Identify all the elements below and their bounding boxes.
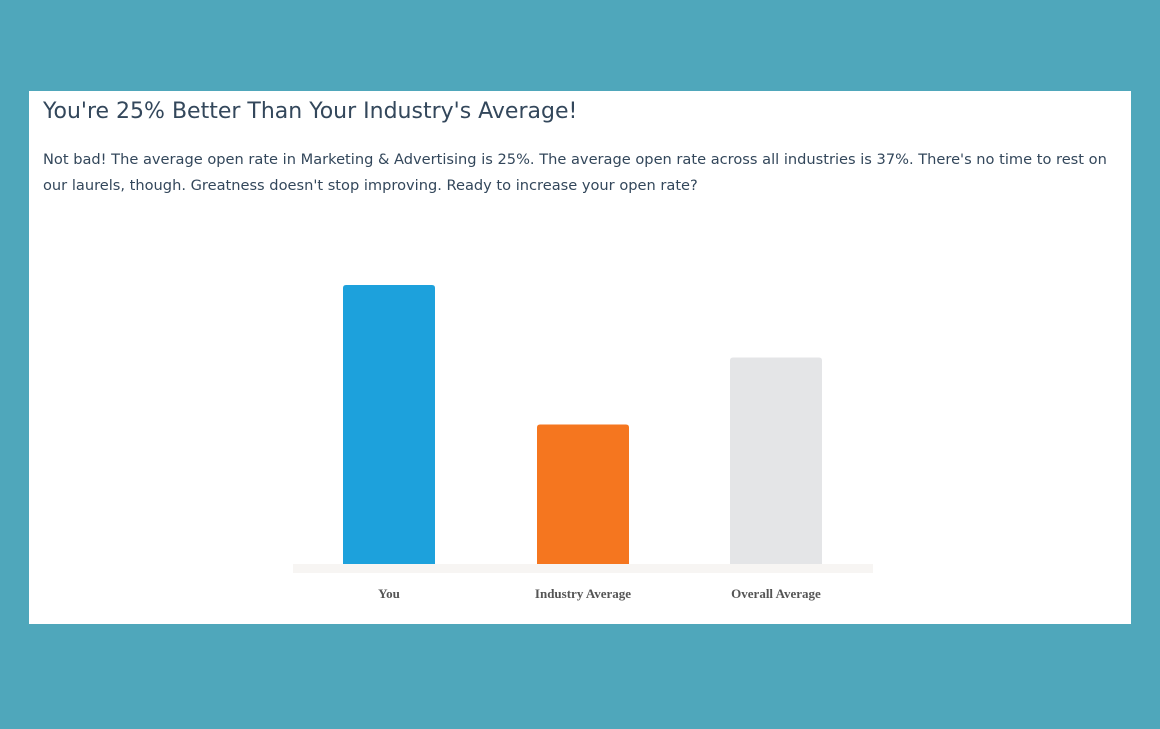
chart: You Industry Average Overall Average	[293, 285, 873, 601]
result-text: Not bad! The average open rate in Market…	[43, 151, 1107, 194]
result-card: You're 25% Better Than Your Industry's A…	[29, 91, 1131, 624]
x-tick-label: You	[378, 586, 400, 601]
x-tick-label: Overall Average	[731, 586, 821, 601]
bar	[730, 357, 822, 564]
result-title: You're 25% Better Than Your Industry's A…	[43, 99, 578, 124]
x-tick-label: Industry Average	[535, 586, 631, 601]
chart-baseline	[293, 564, 873, 573]
bar	[343, 285, 435, 564]
bar	[537, 424, 629, 564]
